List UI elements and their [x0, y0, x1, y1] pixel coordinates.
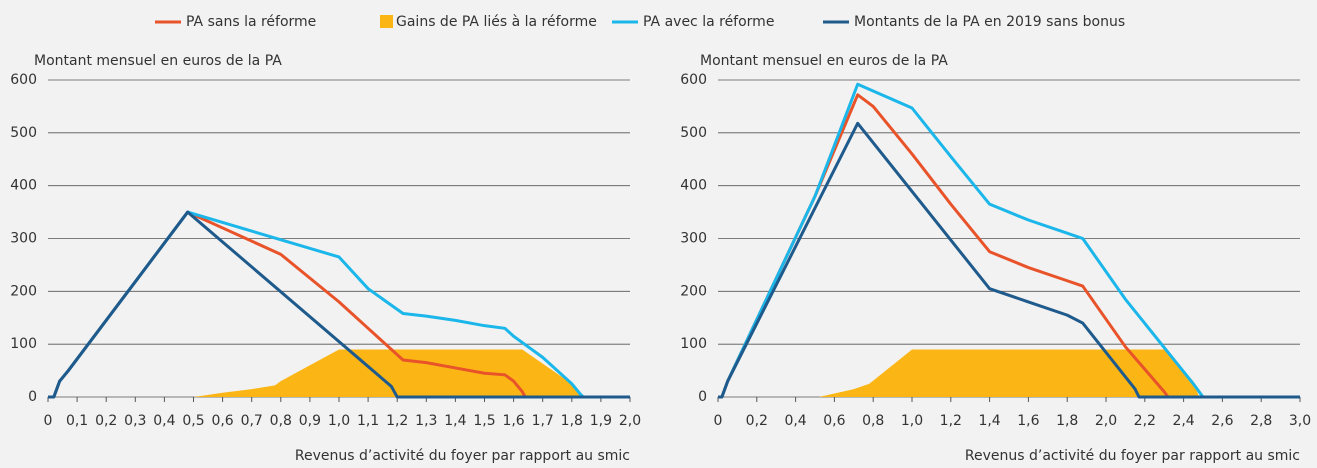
x-tick-label: 2,2 [1134, 413, 1156, 429]
legend-label: PA sans la réforme [186, 14, 316, 30]
y-tick-label: 0 [28, 389, 37, 405]
y-tick-label: 300 [680, 231, 707, 247]
y-tick-label: 500 [10, 125, 37, 141]
line [718, 121, 1300, 399]
x-tick-label: 0 [714, 413, 723, 429]
x-tick-label: 0,8 [862, 413, 884, 429]
x-tick-label: 0,4 [153, 413, 175, 429]
x-tick-label: 0,7 [241, 413, 263, 429]
x-tick-label: 0,1 [66, 413, 88, 429]
x-tick-label: 0,2 [746, 413, 768, 429]
x-tick-label: 2,4 [1172, 413, 1194, 429]
x-tick-label: 1,7 [532, 413, 554, 429]
line [48, 210, 630, 399]
legend-label: Montants de la PA en 2019 sans bonus [854, 14, 1125, 30]
y-tick-label: 400 [10, 178, 37, 194]
x-tick-label: 1,4 [978, 413, 1000, 429]
line [718, 82, 1300, 399]
x-tick-label: 0,9 [299, 413, 321, 429]
x-tick-label: 1,2 [386, 413, 408, 429]
x-tick-label: 1,0 [901, 413, 923, 429]
legend-label: PA avec la réforme [643, 14, 774, 30]
x-tick-label: 2,8 [1250, 413, 1272, 429]
x-tick-label: 1,6 [1017, 413, 1039, 429]
y-axis-title: Montant mensuel en euros de la PA [34, 53, 282, 69]
y-tick-label: 300 [10, 231, 37, 247]
y-tick-label: 500 [680, 125, 707, 141]
y-tick-label: 600 [680, 72, 707, 88]
area [193, 349, 581, 397]
x-axis-title: Revenus d’activité du foyer par rapport … [965, 448, 1300, 464]
y-tick-label: 100 [680, 336, 707, 352]
x-tick-label: 1,8 [1056, 413, 1078, 429]
x-tick-label: 1,9 [590, 413, 612, 429]
y-tick-label: 100 [10, 336, 37, 352]
x-tick-label: 0,6 [823, 413, 845, 429]
x-tick-label: 1,5 [473, 413, 495, 429]
x-tick-label: 0,2 [95, 413, 117, 429]
x-tick-label: 2,6 [1211, 413, 1233, 429]
x-tick-label: 1,6 [502, 413, 524, 429]
x-tick-label: 0,5 [182, 413, 204, 429]
x-tick-label: 1,0 [328, 413, 350, 429]
x-tick-label: 3,0 [1289, 413, 1311, 429]
x-tick-label: 1,2 [940, 413, 962, 429]
x-tick-label: 0,3 [124, 413, 146, 429]
y-tick-label: 200 [680, 283, 707, 299]
legend-swatch [380, 15, 393, 28]
x-tick-label: 2,0 [619, 413, 641, 429]
x-axis-title: Revenus d’activité du foyer par rapport … [295, 448, 630, 464]
y-tick-label: 200 [10, 283, 37, 299]
legend-label: Gains de PA liés à la réforme [396, 14, 597, 30]
x-tick-label: 1,3 [415, 413, 437, 429]
area [818, 349, 1200, 397]
y-tick-label: 0 [698, 389, 707, 405]
x-tick-label: 2,0 [1095, 413, 1117, 429]
x-tick-label: 1,1 [357, 413, 379, 429]
x-tick-label: 0,4 [784, 413, 806, 429]
x-tick-label: 0 [44, 413, 53, 429]
x-tick-label: 0,6 [211, 413, 233, 429]
x-tick-label: 1,4 [444, 413, 466, 429]
y-tick-label: 600 [10, 72, 37, 88]
y-axis-title: Montant mensuel en euros de la PA [700, 53, 948, 69]
x-tick-label: 1,8 [561, 413, 583, 429]
y-tick-label: 400 [680, 178, 707, 194]
x-tick-label: 0,8 [270, 413, 292, 429]
